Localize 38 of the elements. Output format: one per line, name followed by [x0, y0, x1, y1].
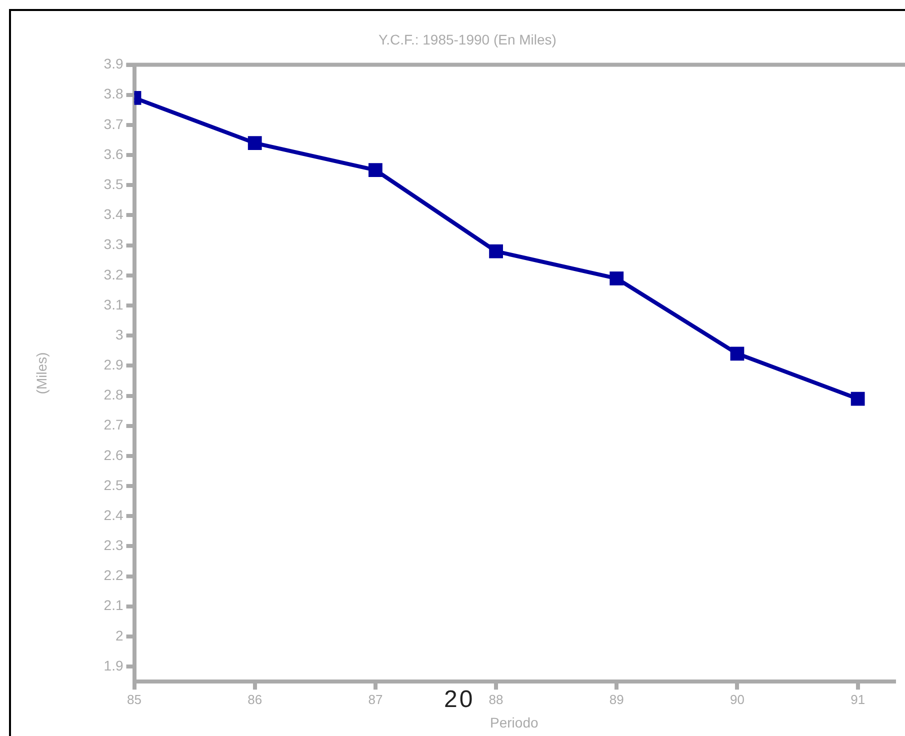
y-axis-title: (Miles): [33, 352, 50, 394]
y-tick-label: 2.4: [104, 506, 124, 523]
y-tick-label: 2.3: [104, 537, 124, 554]
point: [248, 136, 262, 150]
x-tick-label: 88: [488, 692, 504, 707]
y-tick-label: 3.7: [104, 116, 124, 132]
y-tick-label: 2.9: [104, 356, 124, 373]
y-tick-label: 1.9: [104, 657, 124, 674]
y-tick-label: 2.8: [104, 386, 124, 403]
text: 20: [444, 686, 475, 714]
point: [368, 163, 382, 178]
y-tick-label: 3.9: [104, 56, 124, 72]
chart-title: Y.C.F.: 1985-1990 (En Miles): [378, 31, 556, 48]
x-tick-label: 86: [248, 692, 262, 707]
y-tick-label: 2.1: [104, 597, 124, 614]
y-tick-label: 3.4: [104, 206, 124, 222]
x-tick-label: 85: [127, 692, 142, 707]
y-tick-label: 2: [115, 627, 124, 644]
x-tick-label: 91: [850, 692, 866, 707]
point: [489, 244, 503, 258]
x-tick-label: 89: [609, 692, 624, 707]
point: [610, 271, 624, 286]
y-tick-label: 3.8: [104, 86, 124, 102]
y-tick-label: 3.1: [104, 296, 124, 312]
y-tick-label: 3: [115, 326, 124, 342]
point: [730, 346, 744, 361]
x-tick-label: 87: [368, 692, 383, 707]
x-axis-title: Periodo: [490, 714, 538, 730]
y-tick-label: 3.3: [104, 236, 124, 252]
point: [850, 392, 865, 406]
y-tick-label: 3.6: [104, 146, 124, 162]
x-tick-label: 90: [730, 692, 744, 707]
y-tick-label: 3.2: [104, 266, 124, 282]
y-tick-label: 3.5: [104, 176, 124, 192]
y-tick-label: 2.6: [104, 446, 124, 463]
y-tick-label: 2.5: [104, 476, 124, 493]
y-tick-label: 2.2: [104, 567, 124, 584]
y-tick-label: 2.7: [104, 416, 124, 433]
